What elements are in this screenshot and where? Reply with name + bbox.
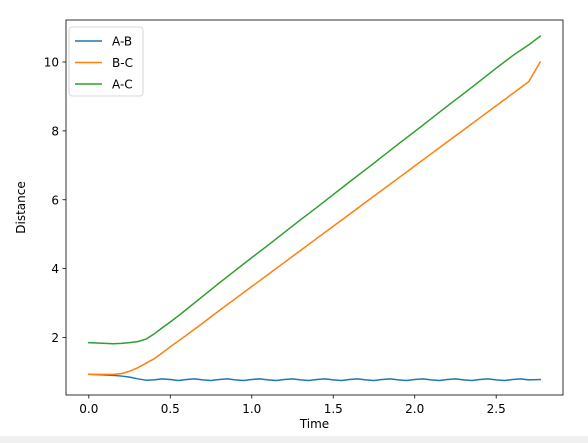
legend: A-B B-C A-C	[68, 26, 144, 97]
plot-frame	[65, 19, 564, 396]
series-line-a-b	[88, 373, 541, 382]
x-tick-label: 1.5	[324, 402, 343, 416]
y-tick-label: 10	[44, 56, 59, 70]
series-layer	[88, 35, 542, 382]
legend-label-a-b: A-B	[112, 35, 132, 49]
y-axis: 2 4 6 8 10	[44, 56, 66, 345]
x-tick-label: 2.0	[405, 402, 424, 416]
series-line-a-c	[88, 35, 542, 345]
x-tick-label: 2.5	[487, 402, 506, 416]
plot-area	[65, 19, 564, 396]
y-tick-label: 2	[51, 331, 59, 345]
x-tick-label: 0.5	[161, 402, 180, 416]
legend-box	[68, 26, 144, 97]
series-line-b-c	[88, 60, 542, 376]
x-tick-label: 0.0	[79, 402, 98, 416]
y-tick-label: 6	[51, 193, 59, 207]
x-tick-label: 1.0	[242, 402, 261, 416]
y-tick-label: 8	[51, 124, 59, 138]
y-axis-label: Distance	[14, 181, 28, 233]
window-bottom-edge	[0, 436, 588, 443]
y-tick-label: 4	[51, 262, 59, 276]
legend-label-a-c: A-C	[112, 78, 133, 92]
x-axis: 0.0 0.5 1.0 1.5 2.0 2.5	[79, 395, 506, 416]
x-axis-label: Time	[299, 417, 329, 431]
legend-label-b-c: B-C	[112, 56, 133, 70]
